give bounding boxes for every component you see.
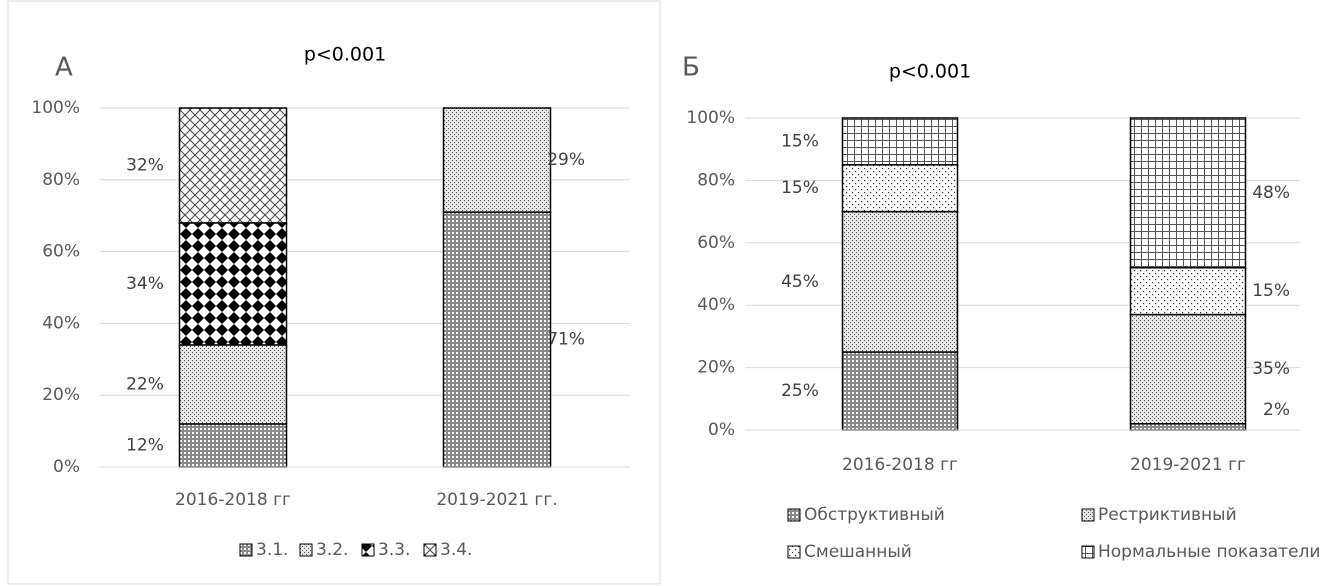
data-label: 29% [547, 150, 585, 170]
legend-label: 3.3. [378, 540, 410, 560]
legend-swatch [299, 543, 313, 557]
data-label: 15% [781, 131, 819, 151]
bar-segment [1129, 313, 1247, 425]
legend-swatch [1081, 508, 1095, 522]
legend-label: 3.2. [316, 540, 348, 560]
y-tick-label: 80% [42, 170, 80, 190]
bar-segment [841, 164, 959, 213]
bar-segment [178, 107, 288, 224]
data-label: 12% [126, 435, 164, 455]
legend-swatch [239, 543, 253, 557]
legend-label: Смешанный [804, 542, 912, 562]
legend-label: Рестриктивный [1098, 505, 1237, 525]
y-tick-label: 100% [31, 98, 80, 118]
y-tick-label: 20% [697, 358, 735, 378]
bar-segment [1129, 117, 1247, 269]
bar-segment [841, 210, 959, 353]
bar-segment [178, 344, 288, 425]
x-tick-label: 2019-2021 гг [1130, 455, 1246, 475]
y-tick-label: 40% [697, 295, 735, 315]
data-label: 48% [1252, 183, 1290, 203]
data-label: 45% [781, 272, 819, 292]
x-tick-label: 2016-2018 гг [175, 490, 291, 510]
legend-swatch [1081, 545, 1095, 559]
legend-label: Обструктивный [804, 505, 945, 525]
bar-segment [1129, 267, 1247, 316]
bar-segment [178, 423, 288, 468]
y-tick-label: 20% [42, 385, 80, 405]
data-label: 15% [781, 178, 819, 198]
legend-label: Нормальные показатели [1098, 542, 1320, 562]
y-tick-label: 60% [42, 242, 80, 262]
legend-label: 3.1. [256, 540, 288, 560]
x-tick-label: 2019-2021 гг. [436, 490, 557, 510]
data-label: 35% [1252, 359, 1290, 379]
panel-border [7, 0, 661, 585]
y-tick-label: 100% [686, 108, 735, 128]
panel-label: Б [682, 53, 700, 83]
bar-segment [178, 222, 288, 346]
y-tick-label: 60% [697, 233, 735, 253]
legend-swatch [361, 543, 375, 557]
data-label: 25% [781, 381, 819, 401]
y-tick-label: 0% [708, 420, 735, 440]
data-label: 15% [1252, 281, 1290, 301]
data-label: 22% [126, 374, 164, 394]
y-tick-label: 80% [697, 170, 735, 190]
legend-swatch [423, 543, 437, 557]
bar-segment [841, 351, 959, 431]
bar-segment [841, 117, 959, 166]
chart-title: p<0.001 [304, 44, 386, 66]
legend-swatch [787, 508, 801, 522]
data-label: 71% [547, 330, 585, 350]
data-label: 2% [1263, 400, 1290, 420]
chart-title: p<0.001 [889, 61, 971, 83]
y-tick-label: 40% [42, 313, 80, 333]
data-label: 34% [126, 274, 164, 294]
bar-segment [442, 107, 552, 213]
bar-segment [442, 211, 552, 468]
data-label: 32% [126, 155, 164, 175]
panel-label: А [55, 53, 73, 83]
legend-label: 3.4. [440, 540, 472, 560]
bar-segment [1129, 423, 1247, 431]
legend-swatch [787, 545, 801, 559]
x-tick-label: 2016-2018 гг [842, 455, 958, 475]
y-tick-label: 0% [53, 457, 80, 477]
